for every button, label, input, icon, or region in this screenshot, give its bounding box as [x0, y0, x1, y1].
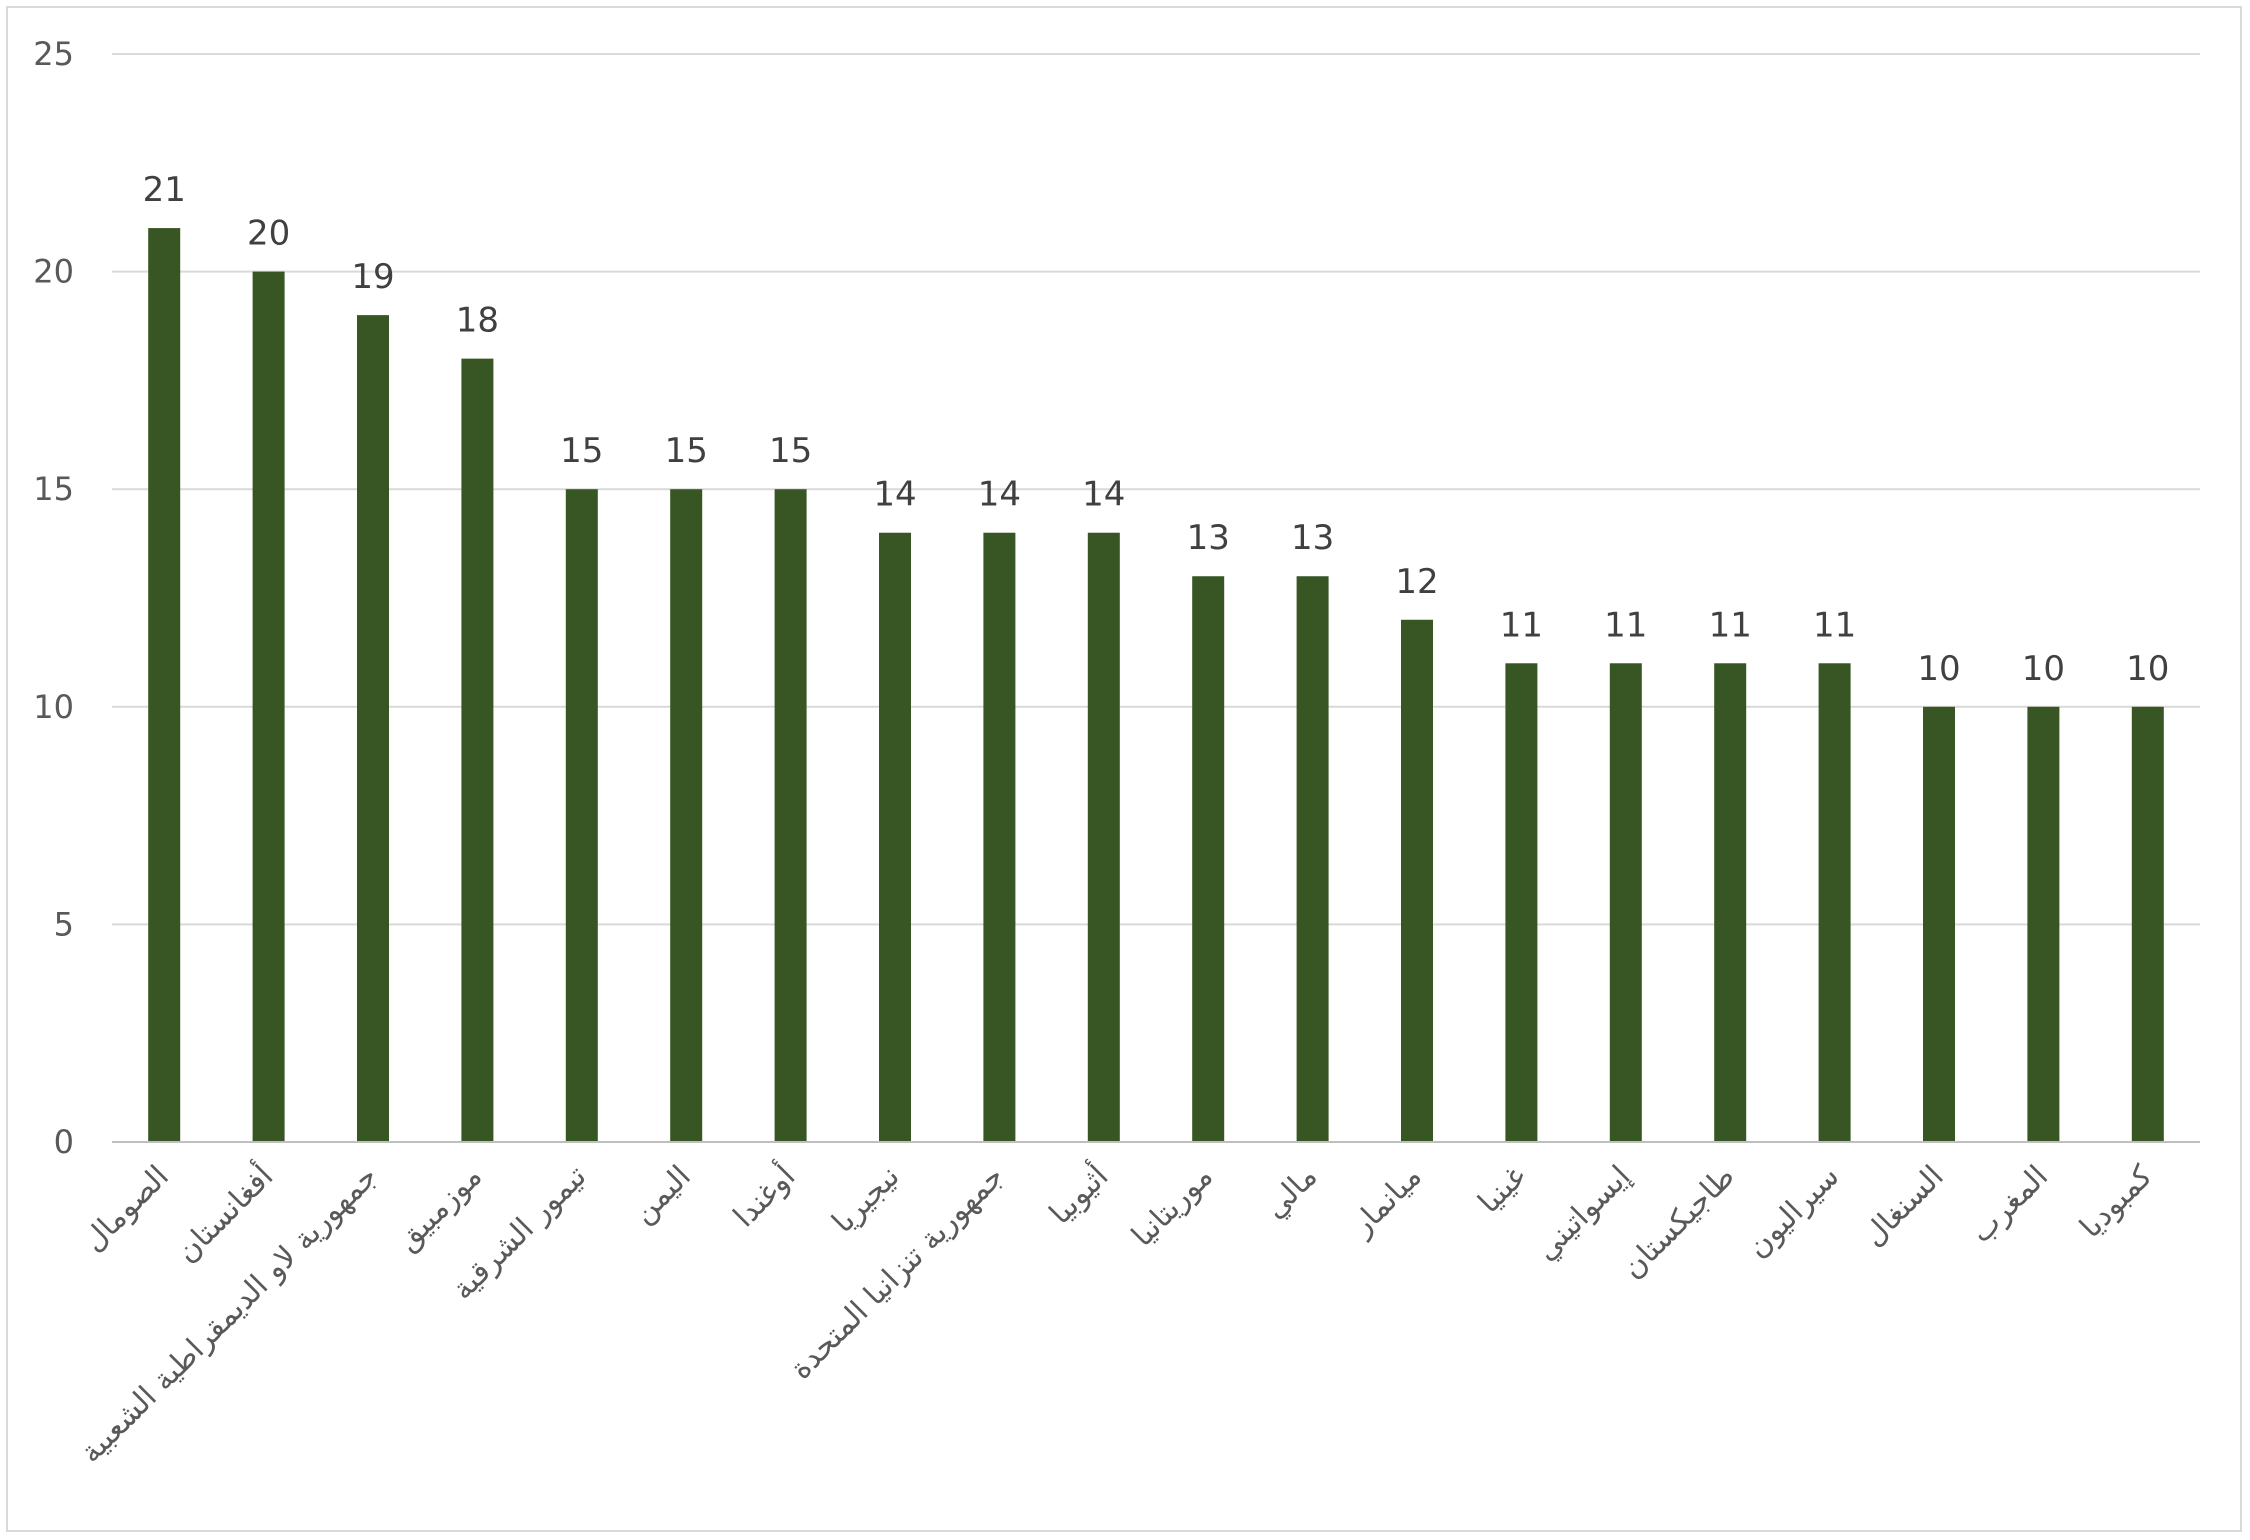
y-tick-label: 10: [33, 688, 74, 726]
category-label: المغرب: [1964, 1159, 2055, 1250]
bar: [1087, 532, 1120, 1142]
data-label: 15: [560, 431, 603, 471]
y-axis-ticks: 0 5 10 15 20 25: [33, 35, 74, 1161]
category-label: نيجيريا: [825, 1159, 906, 1240]
bar: [148, 228, 181, 1142]
bar: [1714, 663, 1747, 1142]
category-label: أفغانستان: [167, 1156, 281, 1270]
data-label: 10: [1917, 649, 1960, 689]
data-label: 15: [665, 431, 708, 471]
data-label: 15: [769, 431, 812, 471]
data-label: 14: [978, 475, 1021, 515]
data-label: 11: [1500, 605, 1543, 645]
bar: [2131, 706, 2164, 1142]
bar: [357, 315, 389, 1142]
category-label: أثيوبيا: [1040, 1156, 1116, 1232]
bar: [252, 271, 285, 1143]
data-label: 19: [351, 257, 394, 297]
bar: [461, 358, 494, 1142]
category-label: كمبوديا: [2073, 1158, 2160, 1245]
category-label: جمهورية تنزانيا المتحدة: [784, 1159, 1012, 1387]
y-tick-label: 5: [54, 905, 74, 943]
y-tick-label: 25: [33, 35, 74, 73]
category-label: ميانمار: [1343, 1159, 1428, 1244]
category-label: مالي: [1258, 1159, 1325, 1226]
category-label: موزمبيق: [390, 1159, 489, 1258]
bar: [879, 532, 911, 1142]
data-label: 10: [2022, 649, 2065, 689]
bar: [565, 489, 598, 1142]
bar: [983, 532, 1016, 1142]
data-label: 11: [1813, 605, 1856, 645]
data-label: 13: [1187, 518, 1230, 558]
bar: [1192, 576, 1225, 1142]
data-label: 13: [1291, 518, 1334, 558]
bar: [1609, 663, 1642, 1142]
category-label: اليمن: [626, 1159, 698, 1231]
category-label: إيسواتيني: [1529, 1159, 1638, 1268]
data-label: 18: [456, 301, 499, 341]
category-label: موريتانيا: [1125, 1159, 1220, 1254]
category-label: الصومال: [76, 1159, 176, 1259]
data-label: 20: [247, 214, 290, 254]
category-label: السنغال: [1856, 1159, 1951, 1254]
y-tick-label: 20: [33, 253, 74, 291]
bar: [774, 489, 807, 1142]
category-label: طاجيكستان: [1615, 1159, 1742, 1286]
category-label: سيراليون: [1740, 1159, 1846, 1265]
data-label: 21: [143, 170, 186, 210]
data-labels: 21 20 19 18 15 15 15 14 14 14 13 13 12 11 11 11 11 10 10 10: [143, 170, 2170, 689]
data-label: 10: [2126, 649, 2169, 689]
category-label: أوغندا: [724, 1156, 802, 1234]
category-label: غينيا: [1472, 1159, 1534, 1221]
bar: [670, 489, 703, 1142]
data-label: 14: [1082, 475, 1125, 515]
data-label: 12: [1395, 562, 1438, 602]
bars: [148, 228, 2164, 1143]
bar: [2027, 706, 2060, 1142]
bar: [1296, 576, 1329, 1142]
bar: [1505, 663, 1538, 1142]
bar: [1818, 663, 1851, 1142]
y-tick-label: 0: [54, 1123, 74, 1161]
data-label: 11: [1604, 605, 1647, 645]
bar: [1401, 619, 1433, 1142]
bar: [1923, 706, 1955, 1142]
data-label: 11: [1709, 605, 1752, 645]
gridlines: [112, 53, 2200, 926]
data-label: 14: [873, 475, 916, 515]
y-tick-label: 15: [33, 470, 74, 508]
